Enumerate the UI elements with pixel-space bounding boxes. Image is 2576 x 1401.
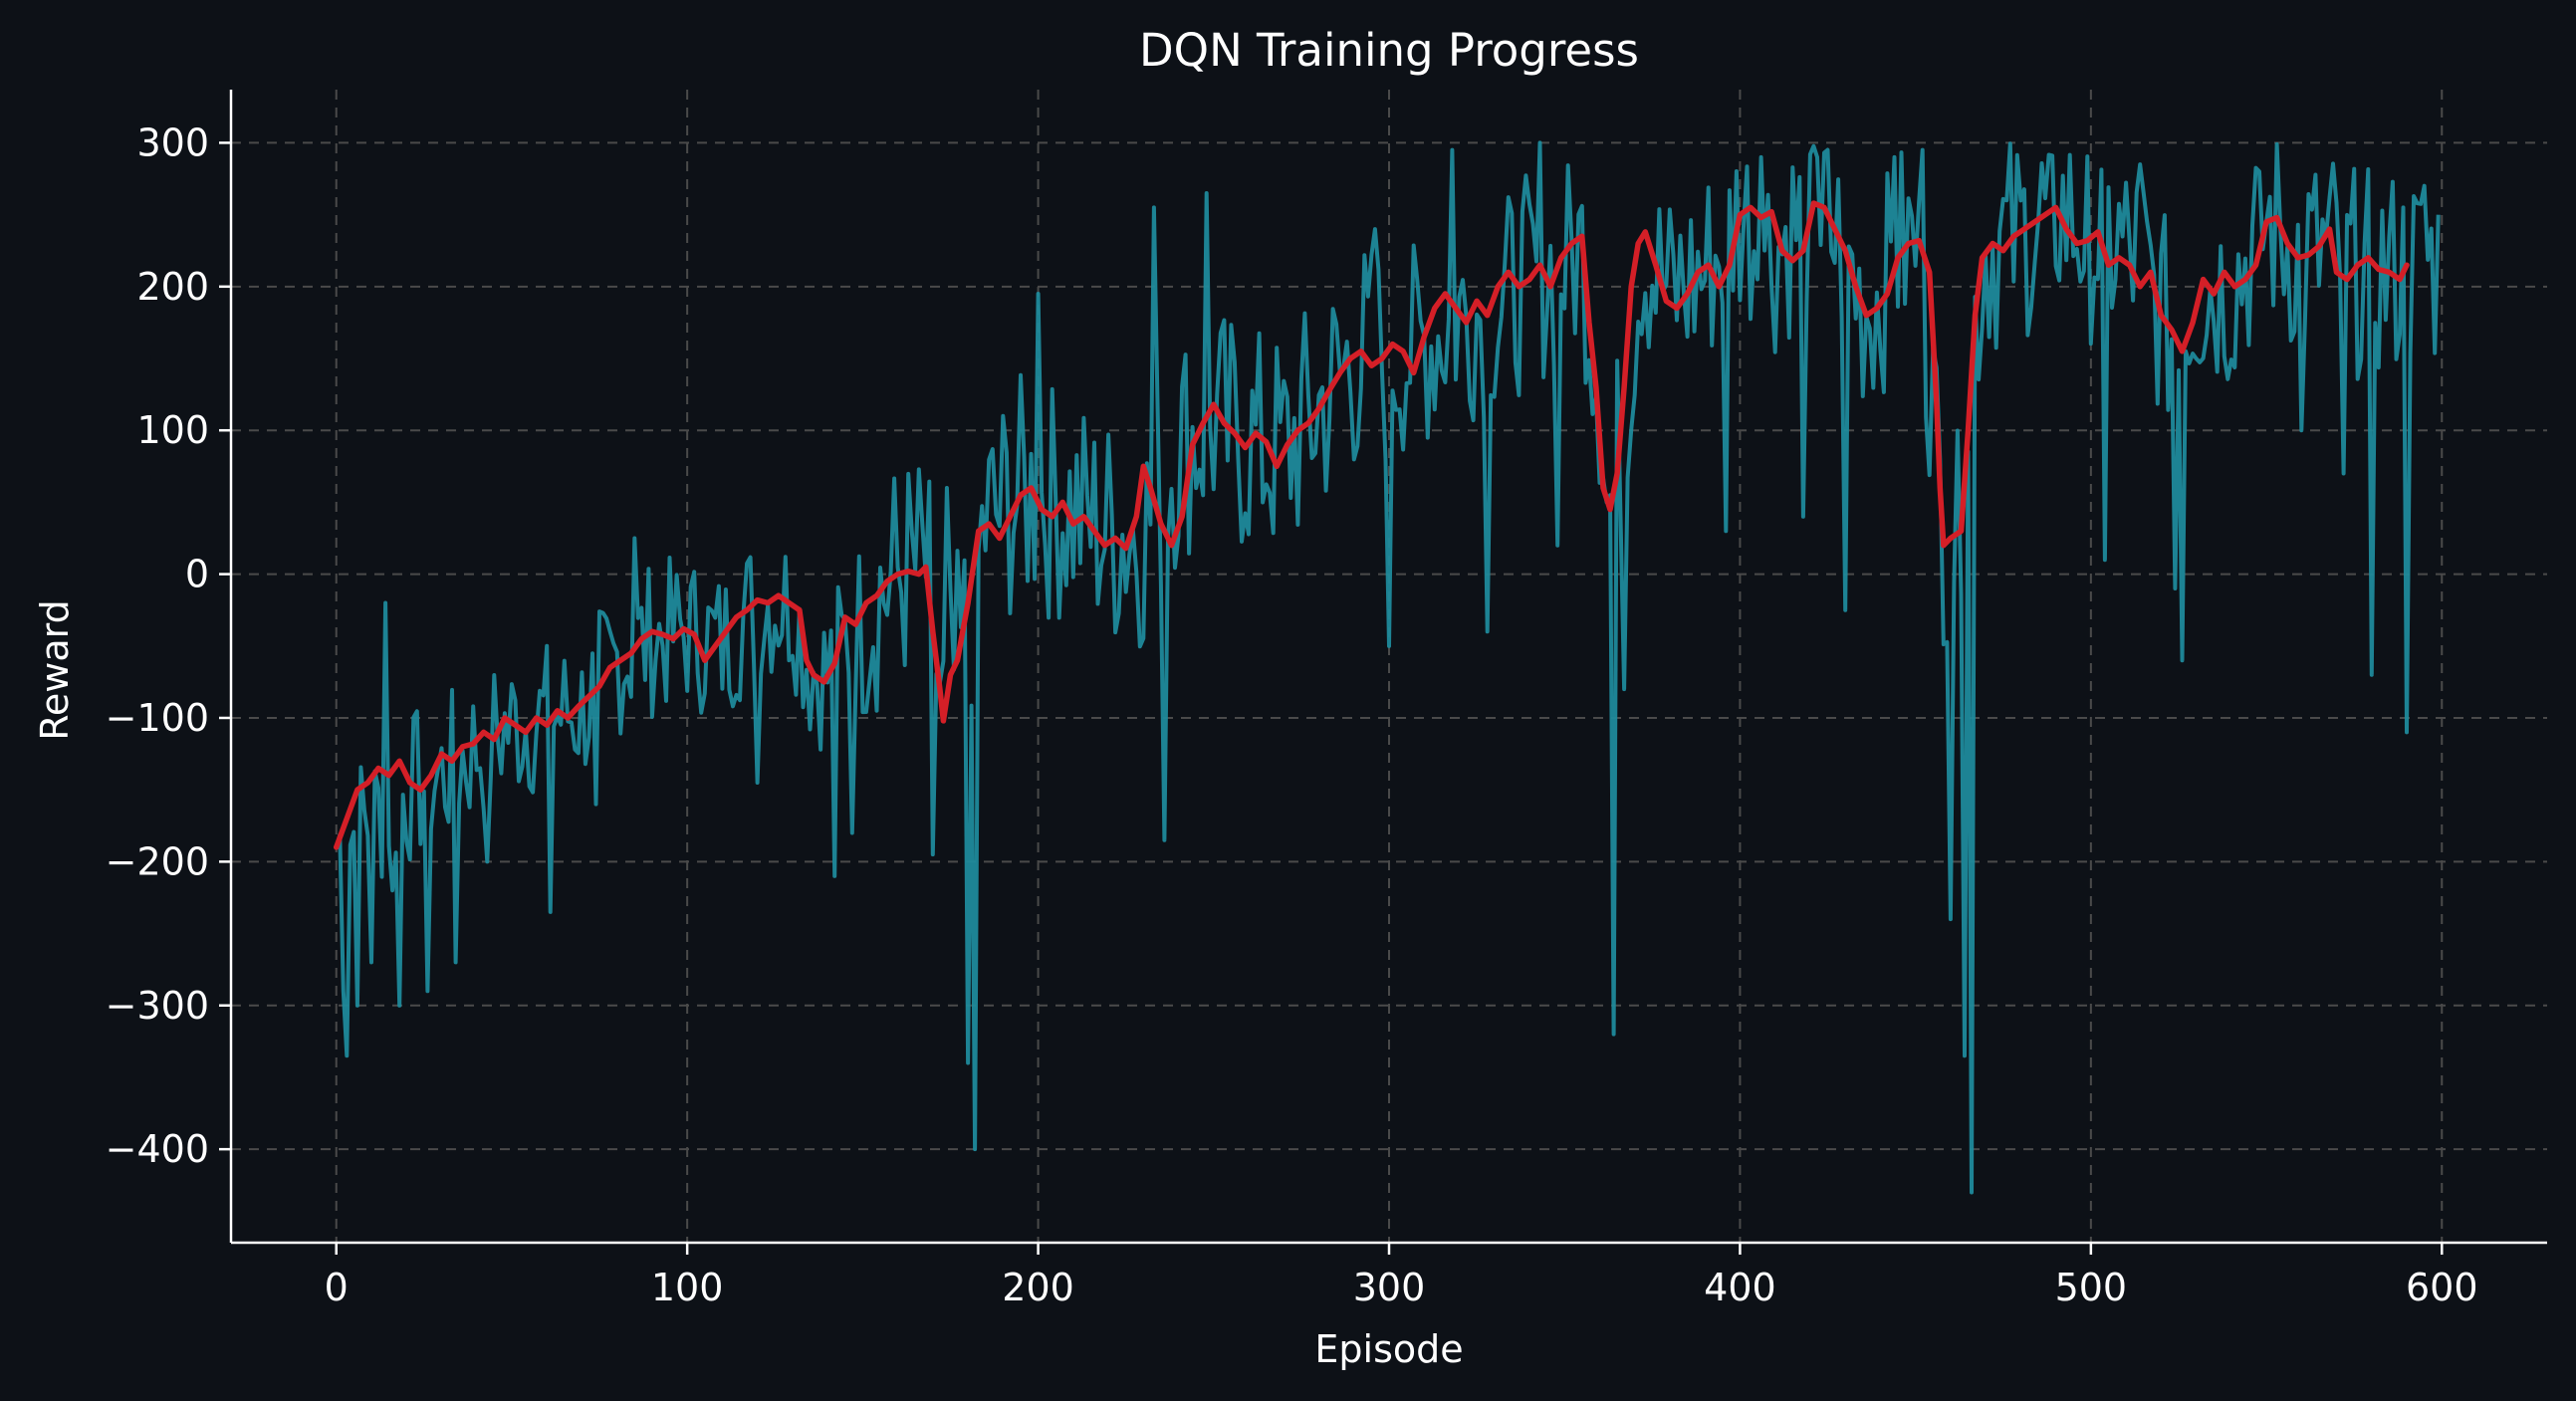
x-tick-label: 300 (1353, 1266, 1426, 1309)
tick-labels: 0 100 200 300 400 500 600 300 200 100 0 −100 −200 −30… (106, 120, 2478, 1309)
grid (231, 90, 2547, 1243)
y-tick-label: −100 (106, 696, 209, 740)
y-axis-label: Reward (33, 599, 77, 741)
moving-average-series (333, 200, 2410, 850)
raw-reward-line (334, 140, 2441, 1195)
x-tick-label: 100 (651, 1266, 724, 1309)
x-tick-label: 200 (1002, 1266, 1074, 1309)
y-tick-label: 100 (136, 408, 209, 452)
x-tick-label: 500 (2055, 1266, 2128, 1309)
y-tick-label: 0 (185, 553, 209, 596)
x-tick-label: 0 (325, 1266, 349, 1309)
raw-reward-series (334, 140, 2441, 1195)
y-tick-label: 200 (136, 265, 209, 309)
x-axis-label: Episode (1314, 1327, 1463, 1371)
y-tick-label: 300 (136, 120, 209, 164)
x-tick-label: 400 (1704, 1266, 1776, 1309)
x-tick-label: 600 (2406, 1266, 2478, 1309)
y-tick-label: −400 (106, 1127, 209, 1171)
moving-average-line (333, 200, 2410, 850)
chart-title: DQN Training Progress (1139, 24, 1639, 77)
y-tick-label: −300 (106, 984, 209, 1028)
y-tick-label: −200 (106, 839, 209, 883)
